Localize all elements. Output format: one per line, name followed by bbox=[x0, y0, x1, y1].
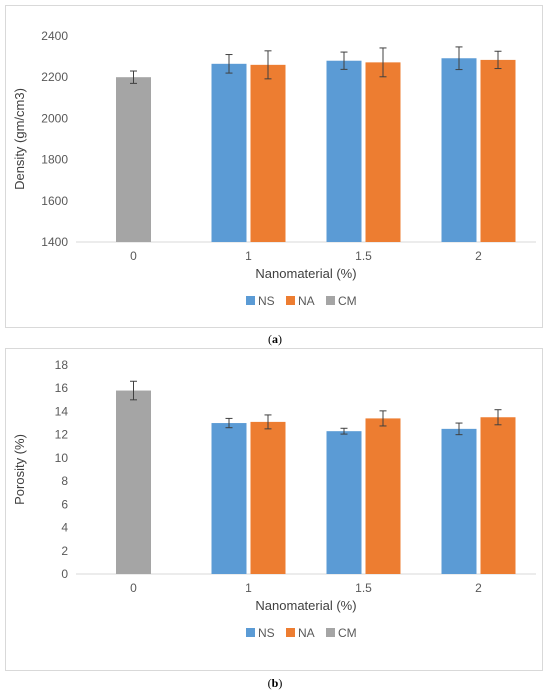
caption-a: (a) bbox=[268, 332, 282, 346]
chart-0-xtick-label: 0 bbox=[130, 249, 137, 263]
chart-0-legend-label-na: NA bbox=[298, 294, 315, 308]
chart-0-xtick-label: 1 bbox=[245, 249, 252, 263]
chart-0-bar-na-2 bbox=[365, 62, 401, 243]
chart-1-bar-na-1 bbox=[250, 421, 286, 574]
chart-1-bar-ns-1 bbox=[211, 423, 247, 574]
chart-1-legend: NS NA CM bbox=[246, 626, 357, 640]
chart-0-y-axis-title: Density (gm/cm3) bbox=[12, 88, 27, 190]
chart-1-ytick-label: 0 bbox=[61, 567, 68, 581]
caption-a-letter: a bbox=[272, 332, 278, 346]
chart-0-legend-swatch-cm bbox=[326, 296, 335, 305]
chart-1-bar-ns-3 bbox=[441, 428, 477, 574]
chart-0-legend: NS NA CM bbox=[246, 294, 357, 308]
chart-0-xtick-label: 1.5 bbox=[355, 249, 372, 263]
chart-1-ytick-label: 12 bbox=[55, 428, 69, 442]
chart-1-ytick-label: 18 bbox=[55, 358, 69, 372]
chart-0-xtick-label: 2 bbox=[475, 249, 482, 263]
chart-0-ytick-label: 1600 bbox=[41, 194, 68, 208]
chart-1-xtick-label: 1.5 bbox=[355, 581, 372, 595]
chart-0-bar-na-3 bbox=[480, 59, 516, 243]
chart-1-xtick-label: 0 bbox=[130, 581, 137, 595]
chart-0-legend-swatch-ns bbox=[246, 296, 255, 305]
chart-0-ytick-label: 2200 bbox=[41, 70, 68, 84]
chart-panel-a: 1400 1600 1800 2000 2200 2400 0 1 1.5 2 Nanomateri… bbox=[5, 5, 543, 328]
chart-0-legend-label-cm: CM bbox=[338, 294, 357, 308]
chart-1-ytick-label: 2 bbox=[61, 544, 68, 558]
chart-1-x-axis-title: Nanomaterial (%) bbox=[255, 598, 356, 613]
chart-0-ytick-label: 1800 bbox=[41, 153, 68, 167]
chart-1-xtick-label: 2 bbox=[475, 581, 482, 595]
chart-0-bar-ns-2 bbox=[326, 60, 362, 242]
chart-0-legend-label-ns: NS bbox=[258, 294, 275, 308]
chart-0-ytick-label: 2400 bbox=[41, 29, 68, 43]
chart-0-x-axis-title: Nanomaterial (%) bbox=[255, 266, 356, 281]
chart-1-ytick-label: 4 bbox=[61, 521, 68, 535]
porosity-chart: 0 2 4 6 8 10 12 14 16 18 0 1 1.5 2 Nanomaterial (%) Por… bbox=[12, 358, 536, 640]
chart-0-ytick-label: 1400 bbox=[41, 235, 68, 249]
caption-b-letter: b bbox=[271, 676, 279, 690]
chart-0-ytick-label: 2000 bbox=[41, 111, 68, 125]
chart-1-xtick-label: 1 bbox=[245, 581, 252, 595]
chart-1-legend-swatch-ns bbox=[246, 628, 255, 637]
chart-1-legend-label-cm: CM bbox=[338, 626, 357, 640]
chart-0-bar-ns-1 bbox=[211, 63, 247, 243]
chart-1-bar-ns-2 bbox=[326, 431, 362, 574]
chart-panel-b: 0 2 4 6 8 10 12 14 16 18 0 1 1.5 2 Nanomaterial (%) Por… bbox=[5, 348, 543, 671]
caption-b: (b) bbox=[267, 676, 283, 690]
density-chart: 1400 1600 1800 2000 2200 2400 0 1 1.5 2 Nanomateri… bbox=[12, 29, 536, 308]
chart-1-y-axis-title: Porosity (%) bbox=[12, 434, 27, 505]
chart-0-bar-cm-0 bbox=[116, 77, 151, 242]
chart-1-legend-label-ns: NS bbox=[258, 626, 275, 640]
chart-0-bar-ns-3 bbox=[441, 58, 477, 242]
chart-1-ytick-label: 8 bbox=[61, 474, 68, 488]
chart-1-bar-na-2 bbox=[365, 418, 401, 574]
chart-1-legend-swatch-cm bbox=[326, 628, 335, 637]
chart-1-legend-swatch-na bbox=[286, 628, 295, 637]
chart-1-bar-na-3 bbox=[480, 417, 516, 574]
chart-1-ytick-label: 10 bbox=[55, 451, 69, 465]
chart-0-bar-na-1 bbox=[250, 64, 286, 242]
chart-0-legend-swatch-na bbox=[286, 296, 295, 305]
chart-1-legend-label-na: NA bbox=[298, 626, 315, 640]
chart-1-ytick-label: 14 bbox=[55, 404, 69, 418]
chart-1-bar-cm-0 bbox=[116, 390, 151, 574]
chart-1-ytick-label: 6 bbox=[61, 497, 68, 511]
chart-1-ytick-label: 16 bbox=[55, 381, 69, 395]
